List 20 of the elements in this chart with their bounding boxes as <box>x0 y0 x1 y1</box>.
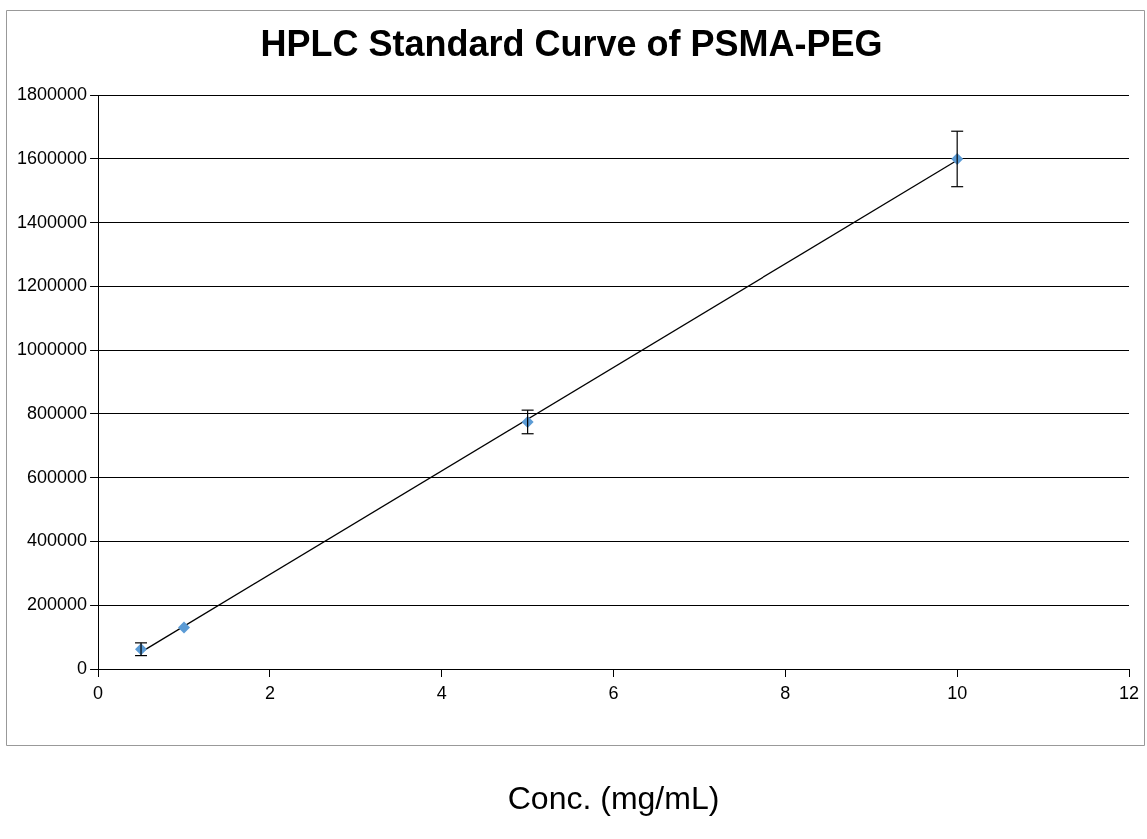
x-tick-label: 12 <box>1118 682 1140 703</box>
y-tick-label: 1800000 <box>17 84 88 105</box>
y-tick-label: 400000 <box>27 530 88 551</box>
y-tick-label: 600000 <box>27 466 88 487</box>
x-tick-label: 8 <box>780 682 791 703</box>
y-tick-label: 200000 <box>27 594 88 615</box>
point <box>177 621 190 634</box>
y-tick-label: 1400000 <box>17 211 88 232</box>
x-tick-label: 0 <box>93 682 104 703</box>
y-tick-label: 1600000 <box>17 147 88 168</box>
x-tick-label: 6 <box>608 682 619 703</box>
chart-title: HPLC Standard Curve of PSMA-PEG <box>260 22 883 64</box>
y-tick-label: 1000000 <box>17 339 88 360</box>
y-tick-label: 800000 <box>27 402 88 423</box>
x-axis-title: Conc. (mg/mL) <box>507 779 720 816</box>
x-tick-label: 10 <box>947 682 968 703</box>
x-tick-label: 2 <box>264 682 275 703</box>
y-tick-label: 1200000 <box>17 275 88 296</box>
x-tick-label: 4 <box>436 682 447 703</box>
y-tick-label: 0 <box>77 657 88 678</box>
